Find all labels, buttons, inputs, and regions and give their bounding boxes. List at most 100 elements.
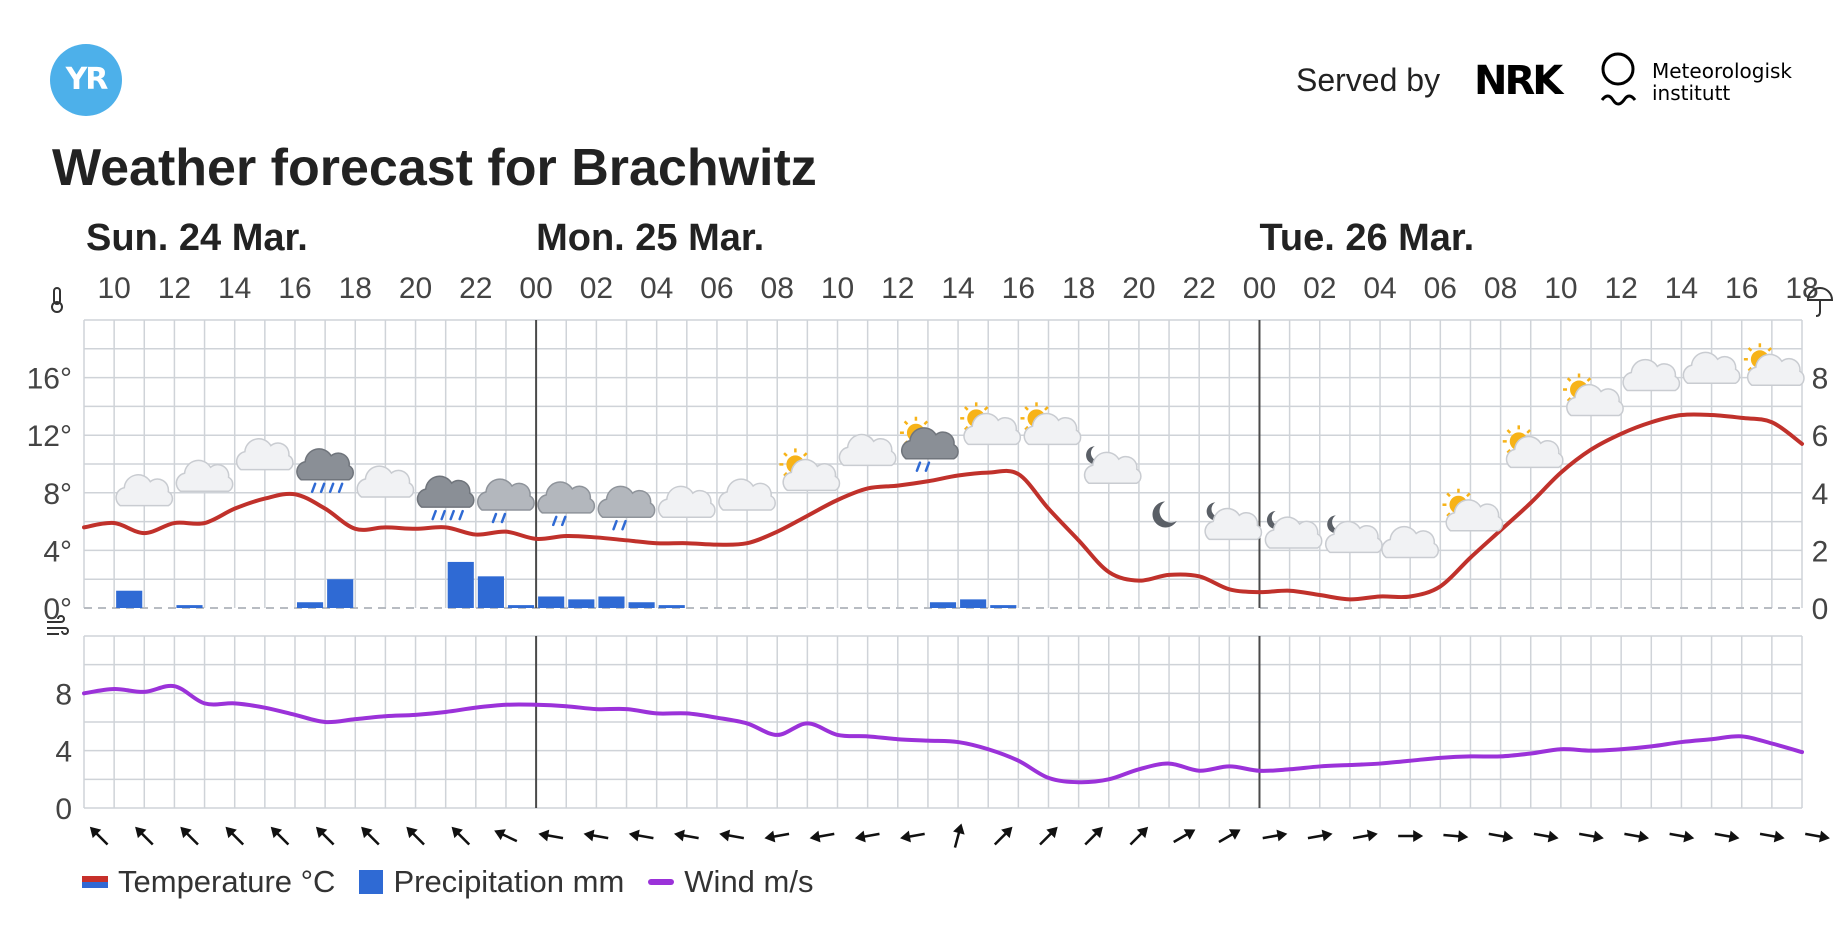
precip-bar [960,599,987,608]
sun-cloud-icon [1563,373,1624,417]
wind-arrow-icon [1714,830,1740,843]
hour-tick-label: 18 [339,272,372,305]
wind-swatch [648,879,675,885]
precip-axis-tick: 6 [1812,420,1829,453]
wind-arrow-icon [1398,830,1424,842]
met-institute-logo-icon[interactable] [1596,50,1644,106]
moon-cloud-icon [1324,515,1383,554]
wind-arrow-icon [1624,830,1650,843]
cloud-icon [1381,525,1440,559]
cloud-icon [838,433,897,467]
moon-icon [1152,501,1177,528]
rain-light-icon [477,478,535,524]
legend-item-temperature: Temperature °C [82,864,335,900]
nrk-logo[interactable]: NRK [1474,58,1563,104]
wind-arrow-icon [1084,826,1103,846]
hour-tick-label: 00 [519,272,552,305]
hour-tick-label: 04 [1363,272,1396,305]
legend-precipitation-label: Precipitation mm [393,864,625,899]
yr-logo-text: YR [65,62,109,97]
chart-legend: Temperature °C Precipitation mm Wind m/s [82,864,837,900]
precip-bar [598,596,625,608]
hour-tick-label: 16 [1725,272,1758,305]
wind-axis-tick: 8 [55,678,72,711]
day-label: Tue. 26 Mar. [1259,217,1474,259]
precip-bar [176,605,203,608]
precip-bar [990,605,1017,608]
hour-tick-label: 22 [459,272,492,305]
wind-arrow-icon [993,826,1013,846]
precip-bar [507,605,535,608]
hour-tick-label: 12 [881,272,914,305]
served-by-label: Served by [1296,62,1441,98]
precip-bar [929,602,957,608]
met-name-line1: Meteorologisk [1652,59,1793,83]
legend-wind-label: Wind m/s [684,864,814,899]
precip-bar [296,602,324,608]
wind-series-line [82,683,1804,785]
hour-tick-label: 04 [640,272,673,305]
wind-arrow-icon [451,826,471,846]
wind-arrow-icon [135,826,154,846]
hour-tick-label: 14 [1665,272,1698,305]
temp-axis-tick: 12° [27,420,72,453]
wind-arrow-icon [1443,830,1469,843]
temp-axis-tick: 0° [43,593,72,626]
hour-tick-label: 16 [1002,272,1035,305]
precip-bar [327,579,354,608]
sun-cloud-icon [960,402,1022,446]
hour-tick-label: 06 [700,272,733,305]
wind-arrow-icon [180,826,199,846]
temperature-swatch [82,876,108,888]
day-label: Mon. 25 Mar. [536,217,764,259]
wind-arrow-icon [361,826,380,846]
sun-cloud-icon [779,448,841,492]
moon-cloud-icon [1083,446,1142,484]
hour-tick-label: 20 [1122,272,1155,305]
moon-cloud-icon [1204,502,1263,541]
rain-light-icon [597,485,656,531]
cloud-icon [1682,351,1741,385]
wind-arrow-icon [1218,829,1241,844]
weather-symbols [115,343,1805,559]
sun-cloud-icon [1502,425,1564,469]
precipitation-swatch [359,870,384,894]
hour-tick-label: 00 [1243,272,1276,305]
hour-tick-label: 10 [821,272,854,305]
wind-arrow-icon [1262,829,1288,842]
wind-axis-tick: 0 [55,793,72,826]
cloud-icon [115,474,174,507]
wind-arrow-icon [1173,829,1196,844]
met-name-line2: institutt [1652,81,1731,105]
hour-tick-label: 12 [1604,272,1637,305]
sun-cloud-icon [1442,488,1504,532]
wind-arrow-icon [1578,830,1604,843]
wind-arrow-icon [1352,829,1378,842]
hour-tick-label: 10 [1544,272,1577,305]
chart-grid [83,319,1803,809]
precip-bar [116,590,143,608]
hour-tick-label: 18 [1062,272,1095,305]
precip-bar [538,596,565,608]
wind-arrow-icon [1307,829,1333,842]
hour-tick-label: 06 [1424,272,1457,305]
hour-tick-label: 14 [218,272,251,305]
cloud-icon [175,459,234,493]
hour-tick-label: 02 [580,272,613,305]
rain-light-icon [537,481,596,527]
wind-arrow-icon [406,826,425,846]
met-institute-name[interactable]: Meteorologisk institutt [1652,60,1792,104]
wind-arrow-icon [719,829,745,842]
cloud-icon [718,478,776,511]
cloud-icon [1622,358,1681,392]
sun-cloud-icon [1743,343,1805,387]
thermometer-icon [51,287,63,313]
wind-arrow-icon [809,830,835,843]
yr-logo[interactable]: YR [50,44,122,116]
wind-arrow-icon [583,829,609,842]
temp-axis-tick: 8° [43,478,72,511]
wind-arrow-icon [1039,826,1058,846]
hour-tick-label: 14 [941,272,974,305]
